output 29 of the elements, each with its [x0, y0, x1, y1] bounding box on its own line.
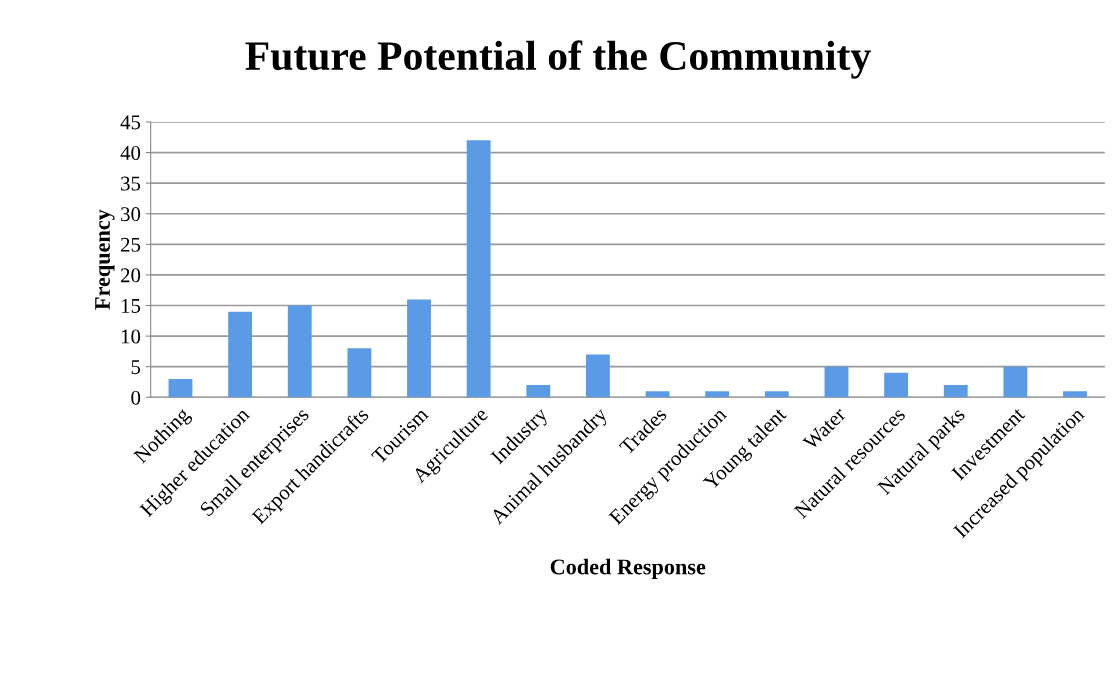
y-tick-label: 20	[121, 268, 141, 283]
bar	[1063, 391, 1087, 398]
bar	[884, 372, 909, 398]
bar	[705, 391, 730, 398]
bar	[586, 354, 610, 398]
bar	[466, 140, 491, 398]
bar	[1003, 366, 1028, 398]
bar	[287, 305, 312, 398]
bar	[526, 385, 551, 398]
y-tick-label: 0	[131, 390, 141, 405]
bar	[407, 299, 431, 398]
bar	[228, 311, 253, 398]
bar	[347, 348, 372, 398]
bar	[824, 366, 849, 398]
y-tick-label: 35	[121, 176, 141, 191]
y-tick-label: 5	[131, 360, 141, 375]
bar	[943, 385, 968, 398]
y-tick-label: 15	[121, 298, 141, 313]
y-axis-title: Frequency	[95, 209, 115, 310]
y-tick-label: 40	[120, 145, 141, 160]
x-axis-title: Coded Response	[550, 558, 706, 579]
bar	[645, 391, 670, 398]
y-tick-label: 10	[121, 329, 141, 344]
bar	[764, 391, 789, 398]
bar	[168, 378, 193, 398]
chart-title: Future Potential of the Community	[245, 40, 871, 79]
y-tick-label: 25	[121, 237, 141, 252]
y-tick-label: 45	[120, 115, 141, 130]
y-tick-label: 30	[121, 207, 141, 222]
